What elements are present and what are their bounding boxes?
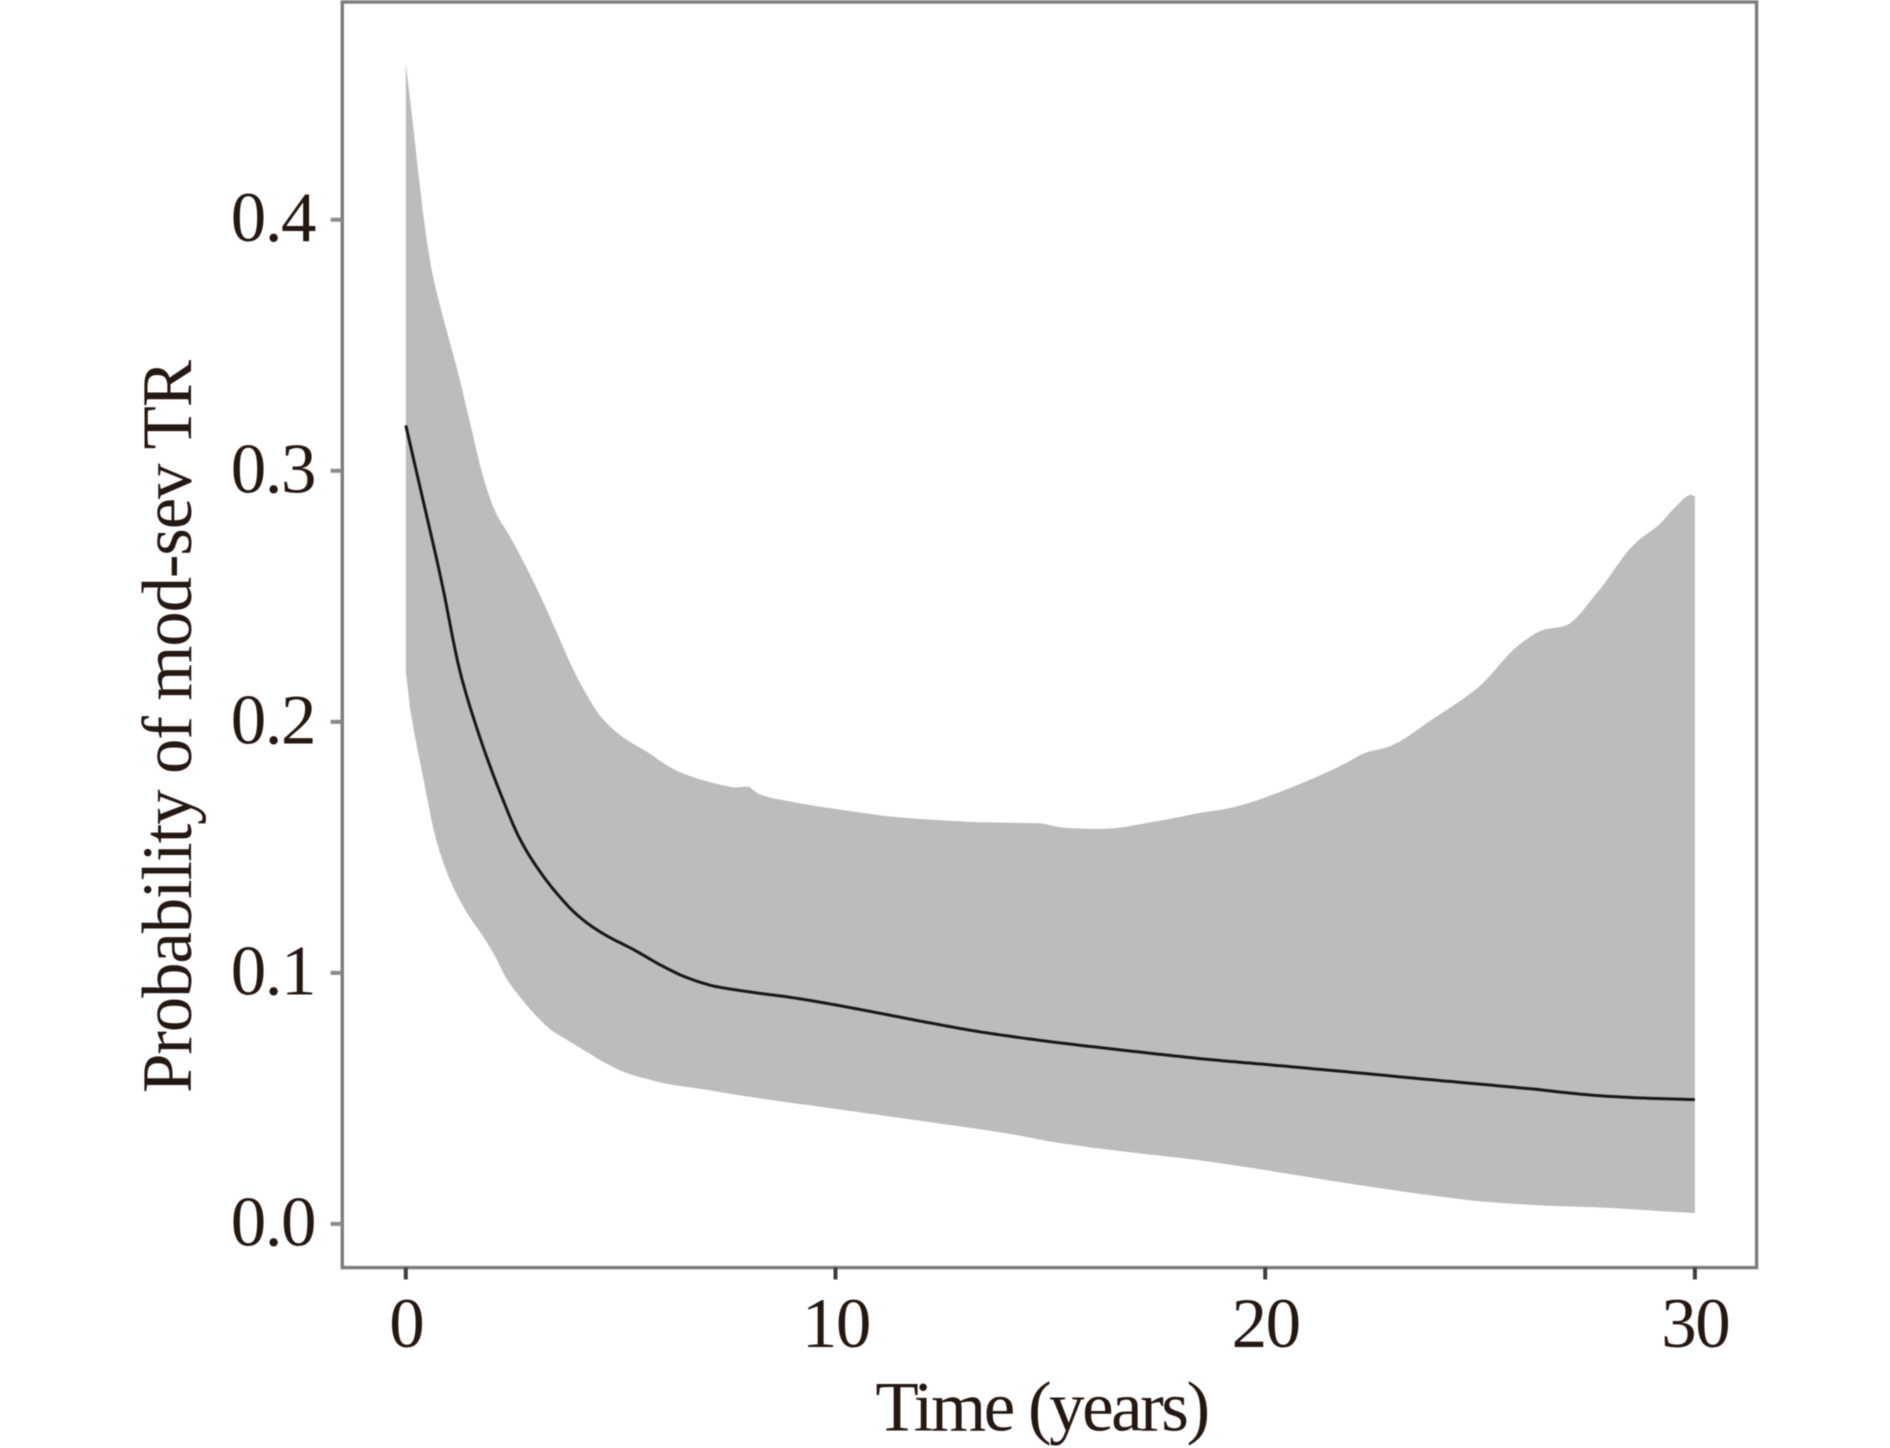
svg-text:0.0: 0.0 xyxy=(231,1183,315,1261)
svg-text:0.4: 0.4 xyxy=(231,179,316,257)
svg-text:30: 30 xyxy=(1661,1285,1729,1363)
svg-text:0.1: 0.1 xyxy=(231,932,315,1010)
svg-text:20: 20 xyxy=(1232,1285,1300,1363)
svg-text:0: 0 xyxy=(389,1285,423,1363)
svg-text:Time (years): Time (years) xyxy=(875,1368,1207,1446)
svg-text:0.2: 0.2 xyxy=(231,681,315,759)
svg-text:0.3: 0.3 xyxy=(231,430,315,508)
svg-text:Probability of mod-sev TR: Probability of mod-sev TR xyxy=(129,359,207,1093)
svg-text:10: 10 xyxy=(802,1285,870,1363)
